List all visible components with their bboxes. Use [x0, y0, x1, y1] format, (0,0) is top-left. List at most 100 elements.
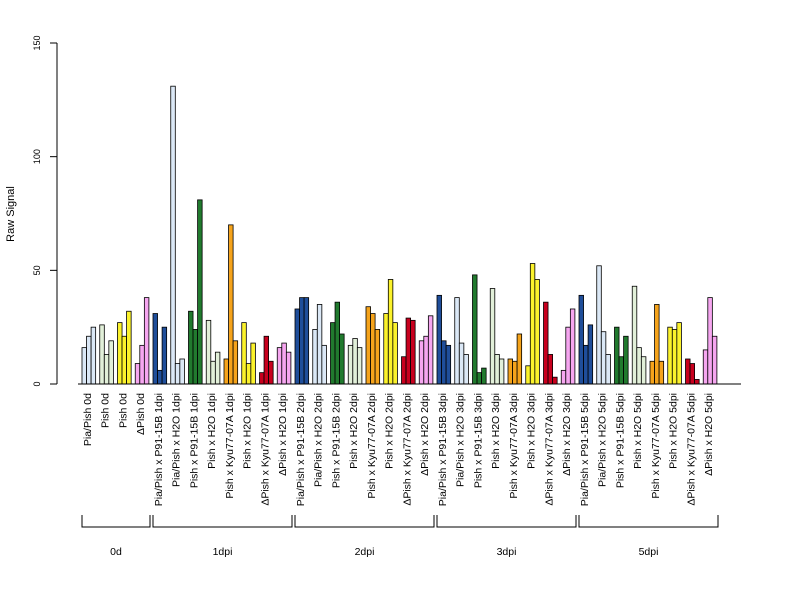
bar — [356, 347, 363, 385]
bar — [418, 340, 425, 385]
bar — [494, 354, 500, 385]
x-tick-label: Pish x H2O 3dpi — [526, 393, 538, 469]
bar — [525, 365, 531, 385]
bar — [405, 317, 411, 385]
bar — [334, 301, 340, 385]
bar — [587, 324, 594, 385]
bar — [374, 329, 381, 385]
bar — [636, 347, 642, 385]
bar — [654, 304, 660, 385]
x-tick-label: Pish x Kyu77-07A 1dpi — [224, 393, 236, 499]
x-tick-label: Pish x Kyu77-07A 5dpi — [650, 393, 662, 499]
bar — [330, 322, 336, 385]
bar — [498, 358, 505, 385]
x-tick-label: Pia/Pish x H2O 2dpi — [313, 393, 325, 487]
bar — [294, 308, 300, 385]
bar — [285, 351, 292, 385]
bar — [192, 329, 199, 385]
x-tick-label: Pia/Pish x H2O 1dpi — [171, 393, 183, 487]
bar — [90, 326, 97, 385]
x-tick-label: Pish 0d — [117, 393, 129, 428]
bar — [276, 347, 283, 385]
x-tick-label: Pia/Pish x P91-15B 1dpi — [153, 393, 165, 506]
bar — [600, 331, 607, 385]
x-tick-label: Pish 0d — [100, 393, 112, 428]
bar — [596, 265, 602, 385]
group-bracket — [294, 515, 435, 528]
x-tick-label: ΔPish 0d — [135, 393, 147, 435]
x-tick-label: Pia/Pish x P91-15B 2dpi — [295, 393, 307, 506]
x-tick-label: ΔPish x H2O 3dpi — [561, 393, 573, 476]
x-tick-label: Pish x H2O 2dpi — [348, 393, 360, 469]
bar — [543, 301, 549, 385]
bar — [268, 360, 274, 385]
bar — [667, 326, 673, 385]
bar — [454, 297, 460, 385]
bar — [321, 344, 327, 385]
bar — [347, 344, 354, 385]
bar — [476, 372, 482, 385]
bar — [223, 358, 229, 385]
group-brackets: 0d 1dpi 2dpi 3dpi 5dpi — [81, 515, 719, 558]
bar — [179, 358, 185, 385]
bar — [139, 344, 145, 385]
bar — [259, 372, 265, 385]
y-tick-label: 0 — [32, 381, 42, 386]
bar — [676, 322, 682, 385]
group-label: 5dpi — [639, 546, 659, 558]
bar — [126, 310, 132, 385]
bar — [228, 224, 234, 385]
group-label: 0d — [110, 546, 122, 558]
bar — [649, 360, 655, 385]
group-bracket — [152, 515, 293, 528]
bar — [694, 379, 700, 385]
bar — [210, 360, 216, 385]
bar — [99, 324, 105, 385]
x-tick-label: Pia/Pish 0d — [82, 393, 94, 446]
x-tick-label: ΔPish x Kyu77-07A 1dpi — [259, 393, 271, 506]
bar — [472, 274, 478, 385]
bar — [387, 279, 394, 385]
bar — [583, 344, 589, 385]
x-tick-label: ΔPish x H2O 1dpi — [277, 393, 289, 476]
x-tick-label: ΔPish x Kyu77-07A 2dpi — [401, 393, 413, 506]
bar — [512, 360, 518, 385]
bar — [463, 354, 469, 385]
x-tick-label: Pish x H2O 3dpi — [490, 393, 502, 469]
bar — [134, 363, 141, 385]
group-label: 3dpi — [497, 546, 517, 558]
x-tick-label: Pia/Pish x H2O 3dpi — [455, 393, 467, 487]
group-bracket — [436, 515, 577, 528]
x-tick-label: ΔPish x H2O 2dpi — [419, 393, 431, 476]
bar — [174, 363, 181, 385]
bar — [458, 342, 465, 385]
bar — [81, 347, 87, 385]
bar — [245, 363, 252, 385]
bar — [117, 322, 123, 385]
bar — [516, 333, 523, 385]
bar — [481, 367, 487, 385]
x-tick-label: Pia/Pish x P91-15B 3dpi — [437, 393, 449, 506]
bar — [365, 306, 371, 385]
bar — [689, 363, 695, 385]
bar — [623, 335, 629, 385]
bar — [370, 313, 376, 385]
bar — [671, 329, 678, 385]
bar — [618, 356, 624, 385]
bar — [103, 354, 110, 385]
bar — [565, 326, 571, 385]
y-axis: 0 50 100 150 — [32, 35, 58, 387]
bar — [529, 263, 536, 385]
bar — [205, 319, 212, 385]
bar — [263, 335, 269, 385]
bar — [410, 319, 416, 385]
x-tick-label: Pish x H2O 5dpi — [668, 393, 680, 469]
x-tick-label: Pish x H2O 2dpi — [384, 393, 396, 469]
x-tick-labels: Pia/Pish 0d Pish 0d Pish 0d ΔPish 0d Pia/Pis… — [82, 393, 715, 506]
bar — [436, 294, 442, 385]
bar — [507, 358, 513, 385]
bar — [685, 358, 691, 385]
bar — [401, 356, 407, 385]
bar — [560, 369, 567, 385]
